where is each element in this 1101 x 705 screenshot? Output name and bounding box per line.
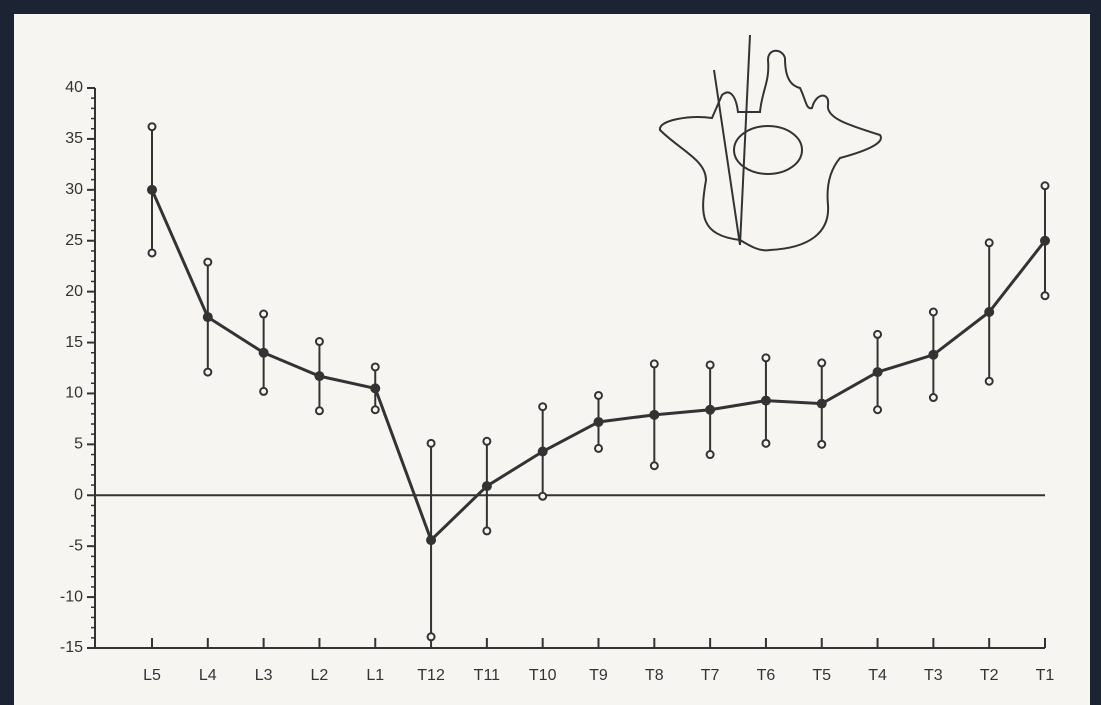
x-tick-label: T12	[417, 667, 445, 684]
x-tick-label: L4	[199, 667, 217, 684]
error-cap	[928, 393, 938, 403]
y-tick-label: 5	[74, 436, 83, 453]
error-cap	[314, 337, 324, 347]
y-tick-label: -5	[69, 537, 83, 554]
x-tick-label: T3	[924, 667, 943, 684]
y-tick-label: 10	[65, 385, 83, 402]
error-cap	[594, 443, 603, 453]
y-tick-label: 40	[65, 79, 83, 96]
y-tick-label: 0	[74, 486, 83, 503]
x-tick-label: T9	[589, 667, 608, 684]
data-point	[984, 307, 995, 317]
x-tick-label: T4	[868, 667, 887, 684]
data-point	[1040, 235, 1050, 246]
y-tick-label: -10	[60, 588, 83, 605]
y-tick-label: 20	[65, 283, 83, 300]
x-tick-label: L3	[255, 667, 273, 684]
error-cap	[538, 402, 548, 412]
data-point	[928, 349, 939, 360]
error-cap	[538, 491, 548, 501]
error-cap	[649, 461, 659, 471]
x-tick-label: T10	[529, 667, 557, 684]
x-tick-label: T7	[701, 667, 720, 684]
data-point	[147, 184, 157, 195]
data-point	[258, 347, 269, 358]
error-cap	[1040, 181, 1050, 191]
y-tick-label: 30	[65, 181, 83, 198]
x-tick-label: T6	[757, 667, 776, 684]
data-point	[370, 383, 381, 394]
error-cap	[147, 122, 157, 132]
paper	[14, 14, 1090, 705]
error-cap	[1040, 291, 1050, 301]
error-cap	[649, 359, 659, 369]
error-cap	[873, 405, 883, 415]
error-cap	[984, 376, 994, 386]
data-point	[649, 409, 660, 420]
error-cap	[426, 632, 436, 642]
y-tick-label: 35	[65, 130, 83, 147]
data-point	[705, 404, 716, 415]
data-point	[481, 481, 492, 492]
data-point	[816, 398, 827, 409]
x-tick-label: T1	[1036, 667, 1055, 684]
error-cap	[817, 358, 827, 368]
error-cap	[705, 360, 715, 370]
data-point	[426, 535, 437, 546]
error-cap	[259, 309, 269, 319]
error-cap	[873, 329, 883, 339]
error-cap	[259, 386, 269, 396]
error-cap	[426, 438, 436, 448]
error-cap	[984, 238, 994, 248]
data-point	[314, 371, 325, 382]
error-cap	[314, 406, 324, 416]
error-cap	[370, 362, 380, 372]
error-cap	[594, 390, 603, 400]
error-cap	[482, 526, 492, 536]
x-tick-label: T5	[812, 667, 831, 684]
y-tick-label: 25	[65, 232, 83, 249]
vertebra-diagram	[659, 34, 882, 252]
error-cap	[482, 436, 492, 446]
error-cap	[761, 353, 771, 363]
y-tick-label: 15	[65, 334, 83, 351]
error-cap	[817, 439, 827, 449]
data-point	[872, 367, 883, 378]
x-tick-label: L1	[366, 667, 384, 684]
data-point	[202, 312, 213, 323]
x-tick-label: T11	[474, 667, 500, 684]
x-tick-label: L5	[143, 667, 161, 684]
x-tick-label: L2	[311, 667, 329, 684]
error-cap	[147, 248, 157, 258]
error-cap	[203, 257, 213, 267]
x-tick-label: T2	[980, 667, 999, 684]
error-cap	[705, 450, 715, 460]
error-cap	[761, 438, 771, 448]
data-point	[760, 395, 771, 406]
error-cap	[928, 307, 938, 317]
error-cap	[203, 367, 213, 377]
data-point	[537, 446, 548, 457]
error-cap	[370, 405, 380, 415]
data-point	[593, 416, 604, 427]
y-tick-label: -15	[60, 639, 83, 656]
x-tick-label: T8	[645, 667, 664, 684]
